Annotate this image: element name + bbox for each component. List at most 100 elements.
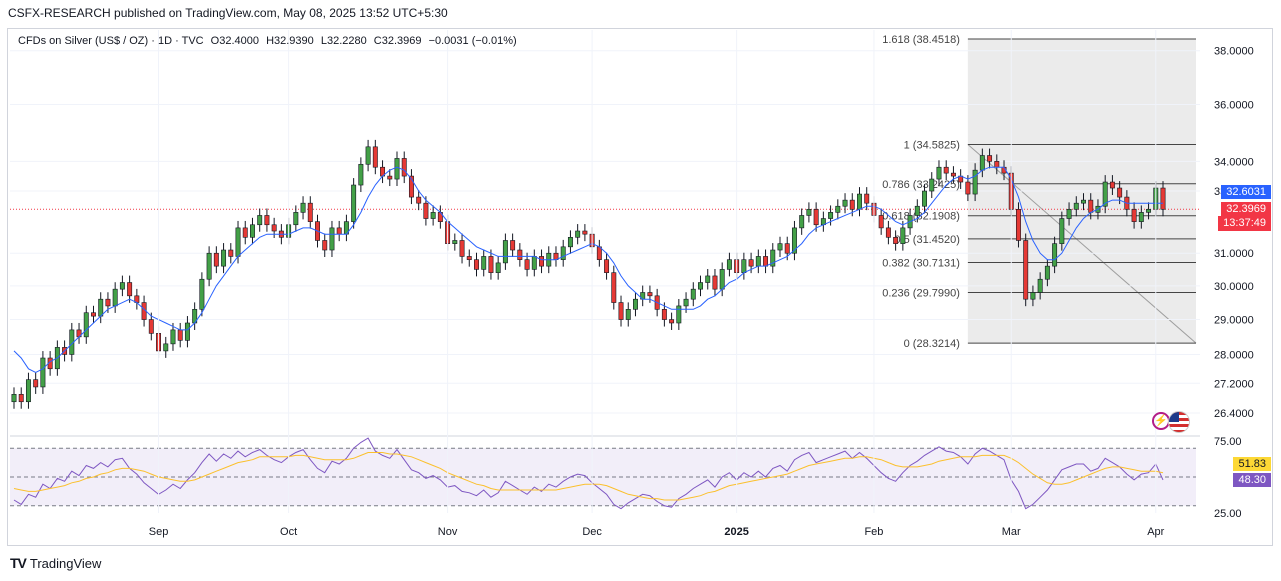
ma-price-tag: 32.6031 [1221, 185, 1271, 199]
us-flag-icon[interactable] [1168, 411, 1190, 433]
candle-body [864, 193, 870, 204]
candle-body [1073, 202, 1079, 210]
candle-body [524, 259, 530, 270]
y-tick-label: 38.0000 [1214, 46, 1254, 58]
candle-body [40, 357, 46, 388]
fib-level-label: 1.618 (38.4518) [882, 34, 960, 46]
candle-body [987, 155, 993, 162]
candle-body [351, 184, 357, 222]
legend-high: H32.9390 [266, 35, 314, 47]
candle-body [741, 259, 747, 273]
candle-body [842, 199, 848, 207]
tradingview-logo-icon: TV [10, 555, 27, 571]
candle-body [849, 199, 855, 210]
x-tick-label: Oct [280, 526, 297, 538]
candle-body [112, 288, 118, 307]
candle-body [148, 319, 154, 334]
candle-body [828, 212, 834, 219]
candle-body [372, 146, 378, 168]
rsi-tag: 48.30 [1233, 473, 1271, 487]
candle-body [914, 205, 920, 216]
candle-body [517, 249, 523, 260]
candle-body [1037, 278, 1043, 293]
candle-body [235, 227, 241, 257]
legend-open: O32.4000 [210, 35, 259, 47]
y-tick-label: 26.4000 [1214, 408, 1254, 420]
legend-close: C32.3969 [373, 35, 422, 47]
candle-body [358, 163, 364, 186]
candle-body [857, 193, 862, 210]
candle-body [1023, 240, 1029, 300]
candle-body [408, 175, 414, 198]
candle-body [264, 215, 270, 226]
candle-body [965, 181, 971, 195]
candle-body [1016, 208, 1021, 241]
candle-body [250, 224, 255, 238]
footer-brand[interactable]: TV TradingView [10, 555, 101, 571]
candle-body [25, 379, 31, 403]
candle-body [228, 249, 234, 257]
legend-low: L32.2280 [320, 35, 367, 47]
candle-body [806, 208, 812, 216]
fib-level-label: 0.618 (32.1908) [882, 211, 960, 223]
candle-body [575, 230, 581, 238]
candle-body [300, 202, 306, 213]
candle-body [885, 227, 891, 238]
candle-body [661, 309, 667, 320]
rsi-ma-tag: 51.83 [1233, 457, 1271, 471]
candle-body [979, 155, 985, 171]
y-tick-label: 28.0000 [1214, 349, 1254, 361]
candle-body [387, 175, 393, 180]
candle-body [690, 288, 696, 300]
candle-body [271, 224, 277, 232]
fib-level-label: 0 (28.3214) [904, 338, 960, 350]
rsi-line [13, 437, 1164, 510]
fib-level-label: 0.382 (30.7131) [882, 257, 960, 269]
candle-body [488, 256, 494, 273]
fib-level-label: 0.236 (29.7990) [882, 288, 960, 300]
candle-body [770, 249, 776, 267]
candle-body [604, 259, 610, 273]
candle-body [257, 215, 263, 226]
candle-body [365, 146, 371, 165]
candle-body [1131, 208, 1137, 222]
candle-body [452, 240, 458, 244]
candle-body [633, 298, 638, 310]
publisher-header: CSFX-RESEARCH published on TradingView.c… [8, 6, 448, 20]
candle-body [206, 252, 212, 280]
candle-body [459, 240, 465, 257]
candle-body [336, 227, 342, 235]
candle-body [1117, 187, 1123, 198]
candle-body [163, 343, 169, 352]
x-tick-label: Dec [582, 526, 602, 538]
candle-body [647, 292, 653, 297]
candle-body [929, 178, 935, 192]
x-tick-label: Sep [149, 526, 169, 538]
footer-brand-label: TradingView [29, 555, 102, 571]
candle-body [1030, 292, 1036, 300]
candle-body [669, 319, 675, 324]
last-price-tag: 32.3969 [1221, 202, 1271, 217]
candle-body [893, 237, 899, 244]
candle-body [1066, 208, 1072, 219]
candle-body [199, 278, 205, 310]
moving-average-line [13, 166, 1163, 373]
candle-body [213, 252, 219, 267]
y-tick-label: 31.0000 [1214, 248, 1254, 260]
candle-body [127, 282, 133, 297]
candle-body [625, 309, 631, 320]
candle-body [1059, 218, 1065, 244]
candle-body [748, 259, 754, 267]
candle-body [618, 302, 624, 320]
candle-body [1138, 212, 1144, 222]
y-tick-label: 30.0000 [1214, 281, 1254, 293]
candle-body [972, 169, 978, 195]
candle-body [91, 312, 96, 317]
candle-body [1088, 199, 1094, 213]
candle-body [322, 240, 328, 251]
candle-body [1052, 243, 1058, 267]
candle-body [430, 212, 436, 219]
candle-body [423, 202, 429, 219]
candle-body [539, 256, 544, 267]
